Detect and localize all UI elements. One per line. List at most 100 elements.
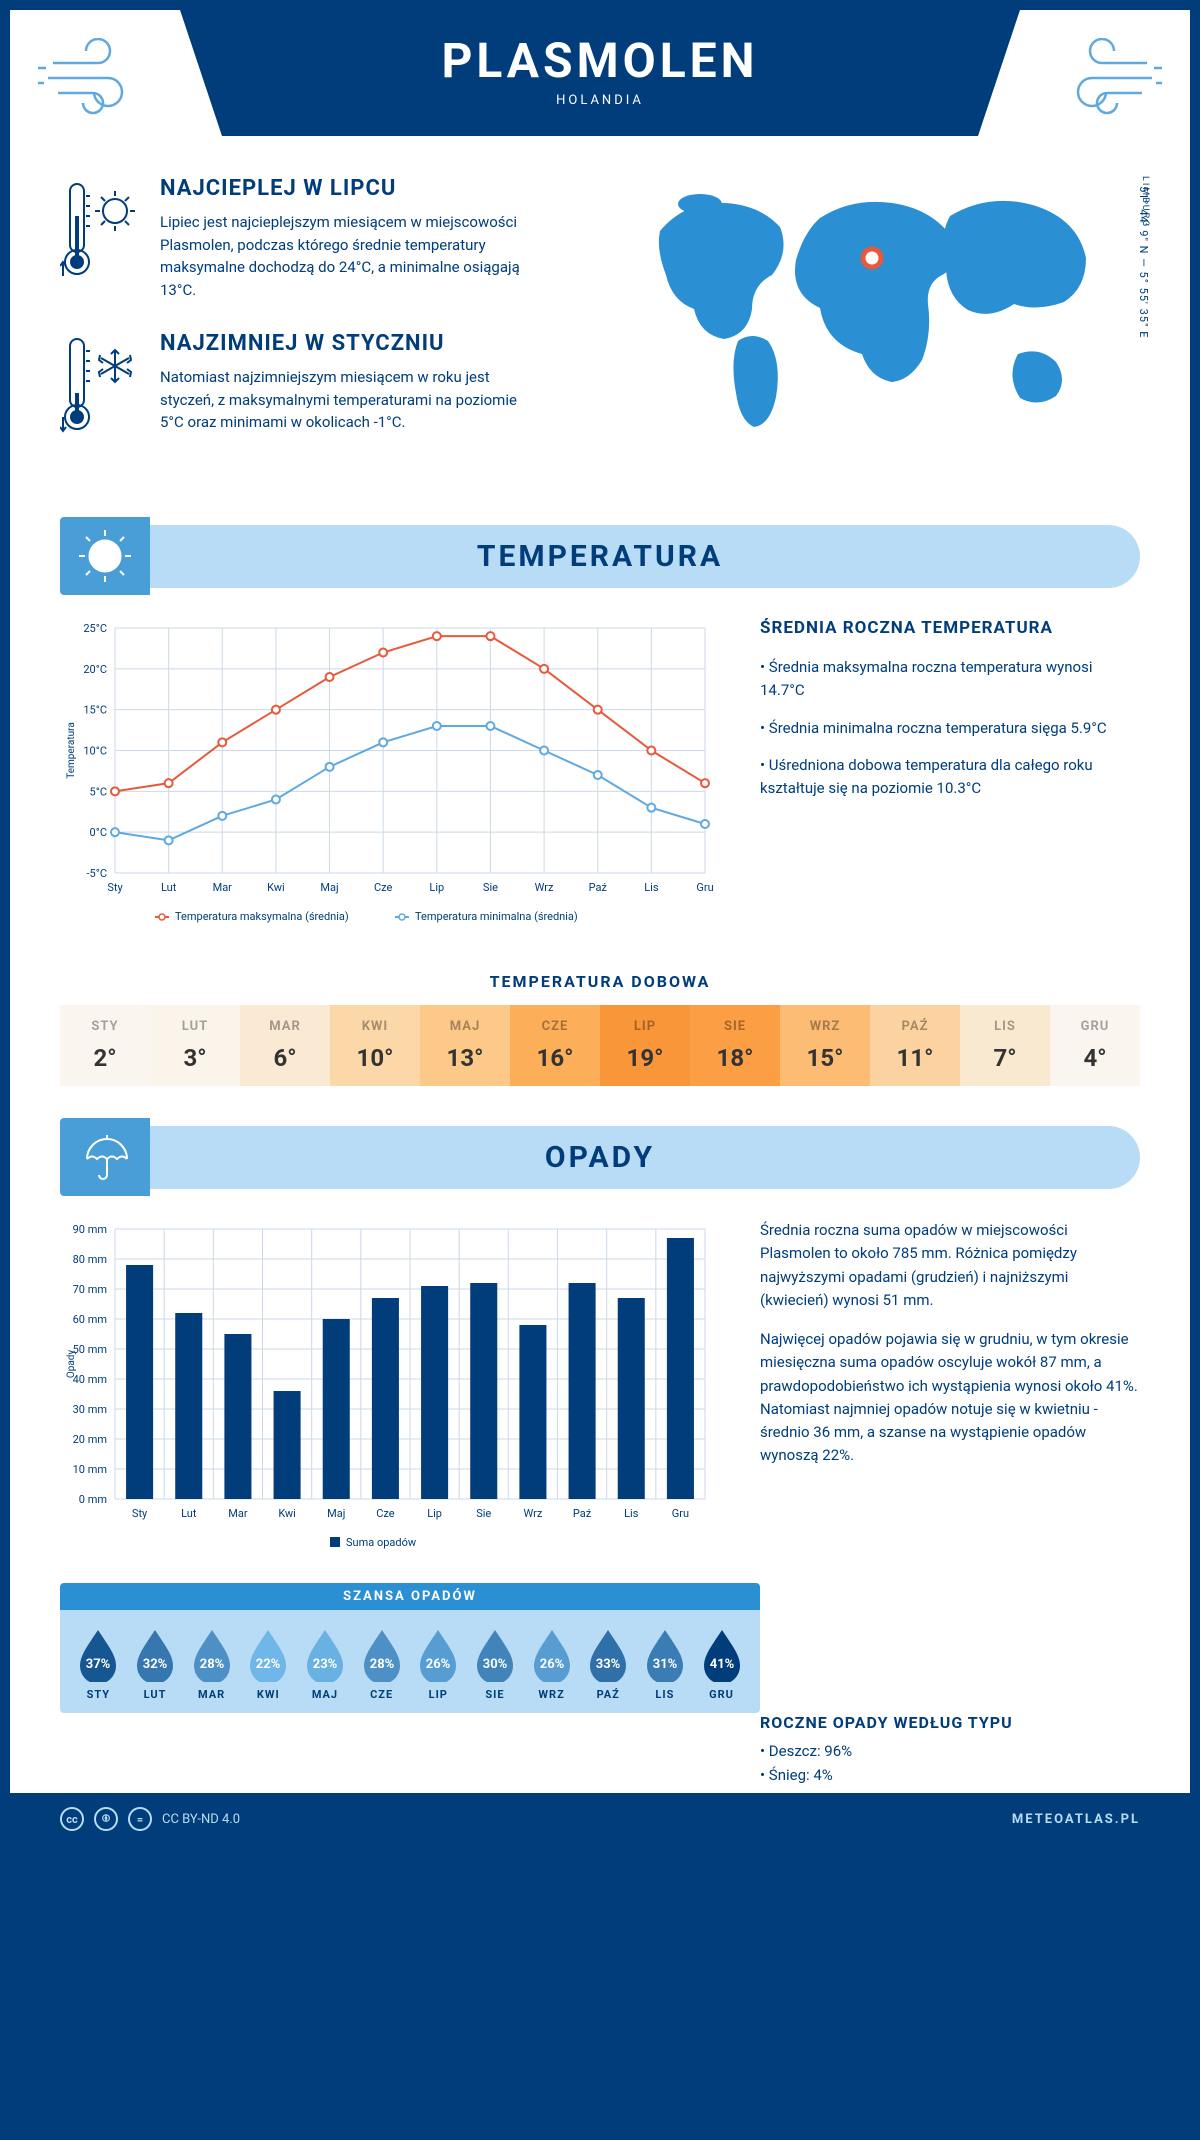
svg-text:22%: 22% xyxy=(256,1657,281,1672)
svg-text:5°C: 5°C xyxy=(90,785,107,798)
precipitation-chance-box: SZANSA OPADÓW 37%STY32%LUT28%MAR22%KWI23… xyxy=(60,1583,760,1713)
svg-text:28%: 28% xyxy=(369,1657,394,1672)
svg-text:Temperatura minimalna (średnia: Temperatura minimalna (średnia) xyxy=(415,910,578,923)
svg-text:Cze: Cze xyxy=(376,1507,395,1520)
svg-text:90 mm: 90 mm xyxy=(73,1223,107,1236)
by-icon: 🅯 xyxy=(94,1807,118,1831)
thermometer-snow-icon xyxy=(60,331,140,441)
precipitation-type-box: ROCZNE OPADY WEDŁUG TYPU • Deszcz: 96% •… xyxy=(760,1713,1140,1790)
daily-cell: PAŹ11° xyxy=(870,1005,960,1086)
license-text: CC BY-ND 4.0 xyxy=(162,1812,240,1827)
svg-text:0°C: 0°C xyxy=(90,826,107,839)
world-map xyxy=(620,176,1110,436)
svg-text:Temperatura maksymalna (średni: Temperatura maksymalna (średnia) xyxy=(175,910,349,923)
svg-text:80 mm: 80 mm xyxy=(73,1253,107,1266)
coordinates: 51° 44' 9" N — 5° 55' 35" E xyxy=(1137,186,1150,338)
temp-info-title: ŚREDNIA ROCZNA TEMPERATURA xyxy=(760,618,1140,638)
temperature-line-chart: -5°C0°C5°C10°C15°C20°C25°CStyLutMarKwiMa… xyxy=(60,618,720,938)
svg-text:Mar: Mar xyxy=(213,881,233,894)
svg-text:Cze: Cze xyxy=(374,881,393,894)
svg-text:Mar: Mar xyxy=(228,1507,248,1520)
warmest-fact: NAJCIEPLEJ W LIPCU Lipiec jest najcieple… xyxy=(60,176,580,301)
type-rain: • Deszcz: 96% xyxy=(760,1742,1140,1760)
chance-drop: 41%GRU xyxy=(699,1626,745,1701)
svg-text:Maj: Maj xyxy=(320,881,338,894)
svg-text:Sty: Sty xyxy=(132,1507,148,1520)
svg-text:30%: 30% xyxy=(483,1657,508,1672)
wind-icon xyxy=(38,38,158,118)
svg-text:28%: 28% xyxy=(199,1657,224,1672)
daily-cell: CZE16° xyxy=(510,1005,600,1086)
svg-text:Kwi: Kwi xyxy=(278,1507,296,1520)
site-name: METEOATLAS.PL xyxy=(1012,1812,1140,1827)
svg-text:15°C: 15°C xyxy=(83,704,107,717)
precipitation-title: OPADY xyxy=(60,1140,1140,1175)
svg-text:70 mm: 70 mm xyxy=(73,1283,107,1296)
svg-text:31%: 31% xyxy=(653,1657,678,1672)
svg-text:Sie: Sie xyxy=(483,881,498,894)
location-title: PLASMOLEN xyxy=(180,32,1020,89)
cc-icon: cc xyxy=(60,1807,84,1831)
daily-temp-title: TEMPERATURA DOBOWA xyxy=(10,972,1190,991)
svg-text:Paź: Paź xyxy=(573,1507,592,1520)
chance-drop: 26%LIP xyxy=(415,1626,461,1701)
daily-cell: MAR6° xyxy=(240,1005,330,1086)
daily-temp-row: STY2°LUT3°MAR6°KWI10°MAJ13°CZE16°LIP19°S… xyxy=(60,1005,1140,1086)
chance-drop: 28%CZE xyxy=(359,1626,405,1701)
type-title: ROCZNE OPADY WEDŁUG TYPU xyxy=(760,1713,1140,1732)
svg-text:33%: 33% xyxy=(596,1657,621,1672)
temp-info-bullet: • Średnia maksymalna roczna temperatura … xyxy=(760,656,1140,703)
country-label: HOLANDIA xyxy=(180,93,1020,108)
svg-text:Opady: Opady xyxy=(66,1350,77,1379)
chance-drop: 26%WRZ xyxy=(529,1626,575,1701)
chance-drop: 31%LIS xyxy=(642,1626,688,1701)
svg-text:0 mm: 0 mm xyxy=(79,1493,107,1506)
svg-text:Maj: Maj xyxy=(327,1507,345,1520)
daily-cell: MAJ13° xyxy=(420,1005,510,1086)
svg-text:Lip: Lip xyxy=(429,881,444,894)
svg-text:41%: 41% xyxy=(709,1657,734,1672)
svg-text:Lip: Lip xyxy=(427,1507,442,1520)
svg-text:32%: 32% xyxy=(143,1657,168,1672)
temp-info-bullet: • Uśredniona dobowa temperatura dla całe… xyxy=(760,754,1140,801)
daily-cell: WRZ15° xyxy=(780,1005,870,1086)
coldest-text: Natomiast najzimniejszym miesiącem w rok… xyxy=(160,366,540,434)
intro-section: NAJCIEPLEJ W LIPCU Lipiec jest najcieple… xyxy=(10,136,1190,505)
daily-cell: LIS7° xyxy=(960,1005,1050,1086)
svg-text:Paź: Paź xyxy=(589,881,608,894)
daily-cell: GRU4° xyxy=(1050,1005,1140,1086)
warmest-title: NAJCIEPLEJ W LIPCU xyxy=(160,176,540,201)
precipitation-section-header: OPADY xyxy=(60,1126,1140,1189)
chance-drop: 37%STY xyxy=(75,1626,121,1701)
svg-text:Sty: Sty xyxy=(107,881,123,894)
svg-text:Kwi: Kwi xyxy=(267,881,285,894)
svg-text:Gru: Gru xyxy=(672,1507,689,1520)
chance-drop: 30%SIE xyxy=(472,1626,518,1701)
umbrella-icon xyxy=(77,1129,133,1185)
svg-text:50 mm: 50 mm xyxy=(73,1343,107,1356)
footer: cc 🅯 = CC BY-ND 4.0 METEOATLAS.PL xyxy=(10,1793,1190,1845)
precipitation-info: Średnia roczna suma opadów w miejscowośc… xyxy=(760,1219,1140,1563)
svg-text:26%: 26% xyxy=(426,1657,451,1672)
svg-text:20 mm: 20 mm xyxy=(73,1433,107,1446)
svg-text:25°C: 25°C xyxy=(83,622,107,635)
daily-cell: SIE18° xyxy=(690,1005,780,1086)
chance-title: SZANSA OPADÓW xyxy=(60,1583,760,1610)
chance-drop: 33%PAŹ xyxy=(585,1626,631,1701)
precip-text: Średnia roczna suma opadów w miejscowośc… xyxy=(760,1219,1140,1312)
precipitation-bar-chart: 0 mm10 mm20 mm30 mm40 mm50 mm60 mm70 mm8… xyxy=(60,1219,720,1559)
temperature-info: ŚREDNIA ROCZNA TEMPERATURA • Średnia mak… xyxy=(760,618,1140,942)
temp-info-bullet: • Średnia minimalna roczna temperatura s… xyxy=(760,717,1140,740)
svg-text:10°C: 10°C xyxy=(83,745,107,758)
svg-text:23%: 23% xyxy=(313,1657,338,1672)
daily-cell: LUT3° xyxy=(150,1005,240,1086)
svg-text:37%: 37% xyxy=(86,1657,111,1672)
svg-text:Wrz: Wrz xyxy=(523,1507,542,1520)
svg-text:Lut: Lut xyxy=(181,1507,197,1520)
svg-text:Gru: Gru xyxy=(696,881,713,894)
svg-text:26%: 26% xyxy=(539,1657,564,1672)
wind-icon xyxy=(1042,38,1162,118)
coldest-fact: NAJZIMNIEJ W STYCZNIU Natomiast najzimni… xyxy=(60,331,580,445)
coldest-title: NAJZIMNIEJ W STYCZNIU xyxy=(160,331,540,356)
sun-icon xyxy=(75,526,135,586)
